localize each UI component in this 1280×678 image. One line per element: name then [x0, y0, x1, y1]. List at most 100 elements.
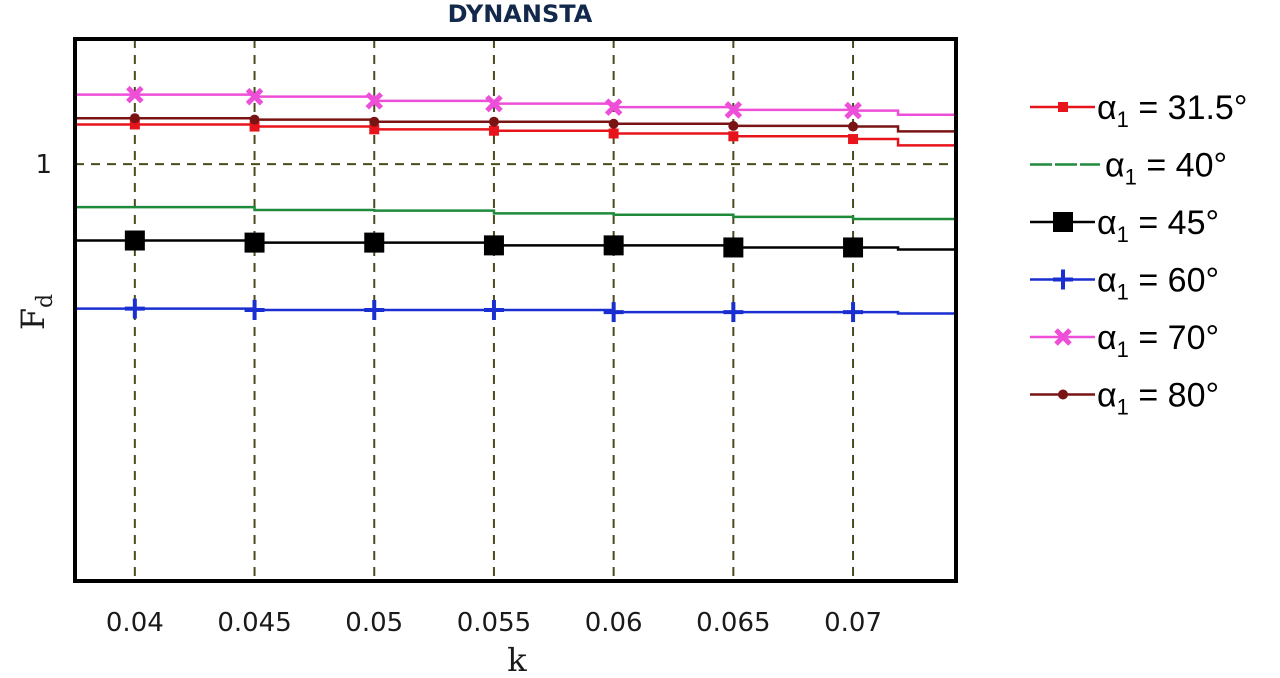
data-point: [608, 128, 619, 139]
chart-title: DYNANSTA: [448, 0, 593, 28]
x-tick-label: 0.05: [345, 608, 403, 638]
data-point: [483, 235, 504, 256]
data-point: [1058, 102, 1068, 112]
x-b: [245, 87, 264, 106]
legend-value: = 40°: [1137, 147, 1227, 185]
x-b: [724, 101, 743, 119]
data-point: [488, 116, 499, 127]
x-tick-label: 0.06: [585, 608, 643, 638]
legend-item: α1 = 70°: [1030, 319, 1219, 362]
legend-value: = 45°: [1129, 204, 1219, 242]
legend-label: α1 = 45°: [1097, 204, 1219, 247]
data-point: [124, 230, 145, 251]
legend-item: α1 = 31.5°: [1030, 89, 1247, 132]
legend-symbol: α: [1097, 89, 1117, 127]
data-point: [485, 94, 503, 113]
legend-subscript: 1: [1117, 107, 1129, 132]
legend-item: α1 = 40°: [1030, 147, 1227, 190]
data-point: [244, 300, 265, 320]
series-3: [75, 298, 956, 323]
x-tick-label: 0.055: [457, 608, 531, 638]
legend-label: α1 = 70°: [1097, 319, 1219, 362]
legend-subscript: 1: [1117, 337, 1129, 362]
legend-symbol: α: [1097, 319, 1117, 357]
data-point: [369, 116, 380, 127]
data-point: [129, 113, 140, 124]
legend: α1 = 31.5°α1 = 40°α1 = 45°α1 = 60°α1 = 7…: [1030, 89, 1247, 420]
y-axis-label-main: F: [14, 308, 52, 330]
data-point: [844, 101, 862, 120]
legend-subscript: 1: [1117, 280, 1129, 305]
series-line: [75, 239, 956, 251]
legend-label: α1 = 60°: [1097, 262, 1219, 305]
data-point: [483, 300, 504, 320]
y-axis-label: Fd: [14, 294, 58, 330]
legend-value: = 31.5°: [1129, 89, 1248, 127]
series-layer: [75, 85, 956, 323]
y-tick-label: 1: [35, 150, 52, 180]
data-point: [365, 92, 384, 110]
legend-subscript: 1: [1117, 222, 1129, 247]
series-5: [75, 113, 956, 133]
data-point: [126, 85, 144, 104]
data-point: [488, 125, 499, 136]
legend-subscript: 1: [1117, 395, 1129, 420]
data-point: [723, 302, 744, 323]
legend-item: α1 = 45°: [1030, 204, 1219, 247]
legend-label: α1 = 80°: [1097, 377, 1219, 420]
x-tick-labels: 0.04 0.045 0.05 0.055 0.06 0.065 0.07: [106, 608, 882, 638]
legend-item: α1 = 80°: [1030, 377, 1219, 420]
grid: [75, 39, 956, 581]
data-point: [848, 134, 859, 145]
x-b: [126, 85, 144, 104]
x-b: [365, 92, 384, 110]
legend-symbol: α: [1097, 377, 1117, 415]
data-point: [249, 121, 260, 132]
series-line: [75, 93, 956, 116]
data-point: [603, 235, 624, 256]
data-point: [723, 237, 744, 258]
data-point: [124, 298, 145, 319]
data-point: [364, 232, 385, 253]
data-point: [724, 101, 743, 119]
legend-value: = 70°: [1129, 319, 1219, 357]
data-point: [1054, 328, 1072, 346]
data-point: [364, 300, 385, 320]
data-point: [1053, 212, 1073, 232]
data-point: [603, 302, 624, 323]
legend-label: α1 = 31.5°: [1097, 89, 1247, 132]
series-2: [75, 230, 956, 258]
data-point: [1053, 269, 1073, 290]
x-tick-label: 0.04: [106, 608, 164, 638]
x-tick-label: 0.045: [217, 608, 291, 638]
series-line: [75, 123, 956, 147]
data-point: [843, 302, 864, 323]
x-axis-label: k: [507, 641, 527, 678]
legend-symbol: α: [1105, 147, 1125, 185]
legend-symbol: α: [1097, 204, 1117, 242]
series-line: [75, 307, 956, 315]
series-line: [75, 205, 956, 221]
plot-frame: [73, 37, 958, 583]
data-point: [608, 118, 619, 129]
y-tick-labels: 1: [35, 150, 52, 180]
data-point: [245, 87, 264, 106]
x-tick-label: 0.065: [696, 608, 770, 638]
legend-symbol: α: [1097, 262, 1117, 300]
legend-item: α1 = 60°: [1030, 262, 1219, 305]
y-axis-label-sub: d: [33, 294, 58, 308]
legend-value: = 60°: [1129, 262, 1219, 300]
data-point: [1058, 389, 1068, 400]
x-b: [485, 94, 503, 113]
series-0: [75, 119, 956, 147]
legend-value: = 80°: [1129, 377, 1219, 415]
y-axis-label-group: Fd: [14, 294, 58, 330]
series-1: [75, 205, 956, 221]
data-point: [129, 119, 140, 130]
x-tick-label: 0.07: [824, 608, 882, 638]
legend-label: α1 = 40°: [1105, 147, 1227, 190]
data-point: [728, 131, 739, 142]
data-point: [244, 232, 265, 253]
data-point: [249, 114, 260, 125]
